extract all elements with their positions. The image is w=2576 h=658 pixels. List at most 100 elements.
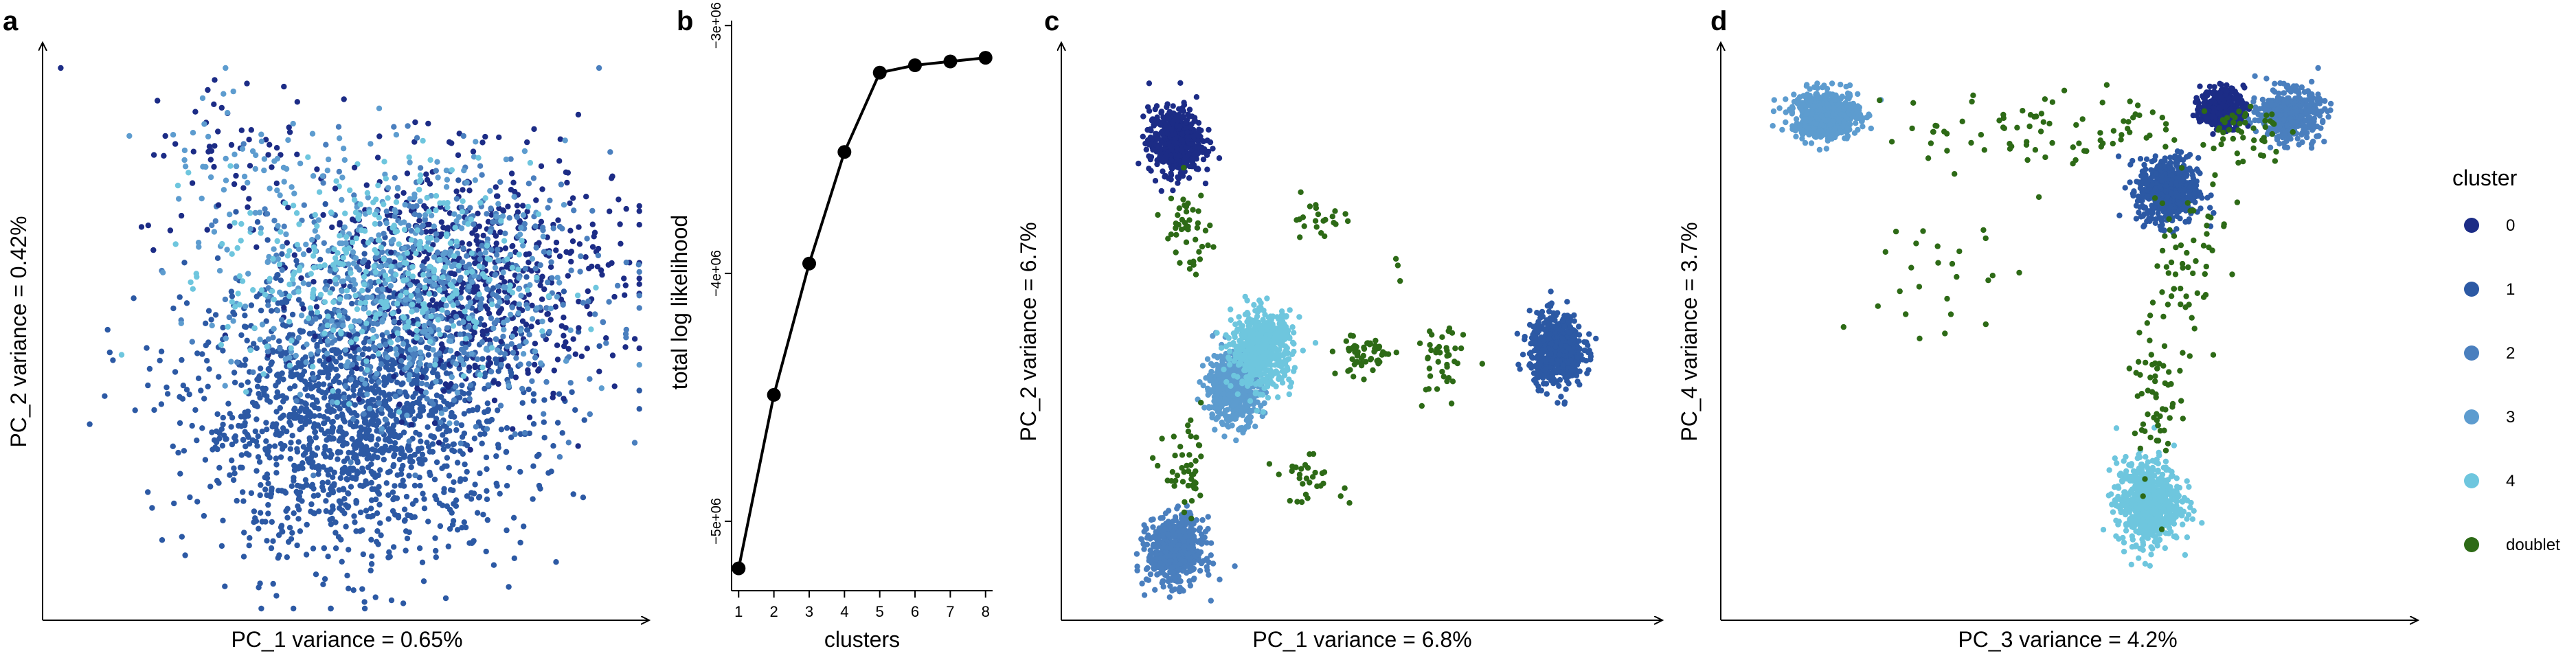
point-a-cluster-4: [381, 159, 387, 165]
point-a-cluster-3: [207, 174, 214, 181]
point-a-cluster-3: [484, 345, 490, 352]
point-a-cluster-4: [372, 269, 379, 275]
point-a-cluster-4: [401, 315, 407, 321]
point-a-cluster-3: [325, 156, 332, 163]
point-a-cluster-1: [131, 295, 137, 302]
point-a-cluster-0: [414, 385, 420, 392]
point-a-cluster-1: [213, 439, 220, 446]
point-a-cluster-1: [337, 424, 343, 431]
point-a-cluster-3: [433, 378, 439, 385]
point-a-cluster-1: [295, 490, 301, 497]
point-a-cluster-1: [245, 431, 251, 438]
point-a-cluster-0: [498, 356, 505, 363]
point-a-cluster-1: [284, 428, 290, 435]
point-a-cluster-4: [466, 315, 472, 321]
point-a-cluster-2: [500, 333, 506, 340]
point-a-cluster-2: [497, 402, 504, 409]
point-a-cluster-1: [245, 408, 251, 415]
point-a-cluster-1: [288, 536, 295, 542]
point-a-cluster-4: [334, 399, 340, 406]
point-a-cluster-1: [251, 402, 258, 409]
point-a-cluster-1: [414, 374, 421, 381]
point-a-cluster-2: [234, 359, 240, 365]
point-a-cluster-2: [320, 180, 326, 186]
point-a-cluster-2: [391, 318, 398, 325]
point-a-cluster-1: [276, 338, 282, 344]
point-a-cluster-1: [498, 427, 505, 433]
point-a-cluster-0: [469, 230, 475, 236]
point-a-cluster-2: [327, 268, 333, 274]
point-a-cluster-1: [246, 543, 252, 549]
point-a-cluster-2: [493, 336, 499, 343]
point-a-cluster-4: [414, 334, 420, 341]
point-a-cluster-0: [189, 180, 196, 186]
panel-label-d: d: [1710, 6, 1727, 36]
point-a-cluster-1: [517, 539, 523, 546]
point-a-cluster-1: [262, 486, 269, 492]
point-a-cluster-1: [411, 451, 418, 458]
point-c-cluster-1: [1539, 347, 1546, 353]
point-c-cluster-1: [1559, 369, 1566, 375]
point-a-cluster-1: [328, 509, 334, 515]
point-a-cluster-1: [216, 464, 223, 471]
point-a-cluster-1: [330, 474, 336, 480]
point-a-cluster-1: [425, 519, 431, 525]
point-a-cluster-4: [250, 287, 256, 293]
point-c-cluster-0: [1175, 180, 1181, 186]
point-a-cluster-3: [554, 275, 561, 281]
point-a-cluster-0: [418, 388, 425, 394]
point-a-cluster-0: [482, 322, 488, 328]
point-a-cluster-1: [216, 430, 223, 437]
point-a-cluster-3: [319, 173, 326, 179]
point-a-cluster-1: [464, 442, 471, 449]
point-a-cluster-1: [267, 398, 273, 405]
point-a-cluster-2: [477, 163, 484, 169]
point-a-cluster-1: [186, 392, 192, 398]
point-a-cluster-0: [479, 139, 486, 146]
point-a-cluster-2: [532, 354, 539, 361]
point-a-cluster-0: [390, 332, 396, 339]
point-a-cluster-0: [623, 205, 629, 212]
point-a-cluster-4: [525, 203, 532, 210]
point-c-cluster-1: [1561, 323, 1568, 329]
point-a-cluster-0: [636, 208, 642, 214]
point-a-cluster-1: [256, 459, 263, 465]
point-a-cluster-0: [603, 335, 609, 341]
point-a-cluster-0: [404, 170, 411, 177]
point-a-cluster-2: [587, 376, 593, 382]
point-a-cluster-0: [479, 332, 486, 338]
point-a-cluster-1: [420, 578, 427, 585]
point-a-cluster-0: [394, 193, 400, 199]
point-a-cluster-3: [336, 135, 343, 141]
point-a-cluster-3: [400, 341, 407, 347]
point-a-cluster-1: [258, 481, 264, 488]
point-a-cluster-4: [593, 284, 599, 291]
point-a-cluster-1: [289, 433, 295, 439]
point-a-cluster-1: [328, 521, 335, 527]
point-a-cluster-1: [265, 501, 271, 508]
point-a-cluster-4: [519, 238, 525, 244]
point-a-cluster-1: [358, 365, 364, 372]
point-a-cluster-1: [303, 405, 310, 412]
point-a-cluster-2: [502, 230, 508, 236]
point-a-cluster-3: [546, 249, 552, 256]
point-a-cluster-1: [442, 437, 449, 443]
point-a-cluster-0: [446, 139, 453, 145]
point-a-cluster-0: [286, 129, 293, 135]
point-a-cluster-4: [378, 299, 385, 305]
point-a-cluster-1: [320, 581, 326, 587]
point-a-cluster-0: [233, 172, 239, 179]
point-a-cluster-3: [534, 305, 540, 311]
point-a-cluster-3: [379, 319, 385, 325]
point-a-cluster-0: [533, 197, 539, 203]
point-a-cluster-1: [519, 400, 526, 406]
point-a-cluster-1: [495, 407, 501, 413]
point-a-cluster-4: [310, 363, 316, 370]
point-a-cluster-1: [315, 374, 321, 381]
point-a-cluster-1: [258, 605, 264, 612]
point-a-cluster-4: [453, 238, 460, 245]
point-a-cluster-4: [484, 242, 490, 249]
panel-label-c: c: [1044, 6, 1059, 36]
point-a-cluster-0: [618, 240, 624, 247]
point-a-cluster-1: [455, 177, 462, 183]
